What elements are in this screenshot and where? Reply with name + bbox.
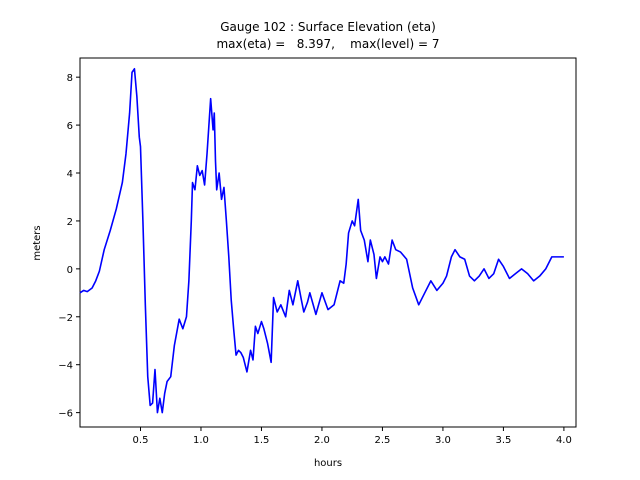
y-tick-label: −6 (58, 409, 73, 420)
x-tick-label: 2.0 (314, 435, 330, 446)
y-tick-label: 6 (67, 121, 73, 132)
x-tick-label: 0.5 (133, 435, 149, 446)
y-tick-label: −4 (58, 361, 73, 372)
y-tick-label: 2 (67, 217, 73, 228)
x-tick-label: 1.0 (193, 435, 209, 446)
y-tick-label: 4 (67, 169, 73, 180)
x-tick-label: 3.5 (495, 435, 511, 446)
x-tick-label: 2.5 (374, 435, 390, 446)
y-axis: −6 −4 −2 0 2 4 6 8 (58, 73, 80, 420)
y-tick-label: 8 (67, 73, 73, 84)
eta-series-line (79, 67, 564, 414)
y-axis-label: meters (32, 225, 43, 260)
plot-area-frame (79, 57, 577, 428)
x-axis: 0.5 1.0 1.5 2.0 2.5 3.0 3.5 4.0 (133, 427, 572, 446)
x-tick-label: 4.0 (556, 435, 572, 446)
chart-title: Gauge 102 : Surface Elevation (eta) (220, 20, 436, 34)
chart-subtitle: max(eta) = 8.397, max(level) = 7 (216, 37, 439, 51)
y-tick-label: 0 (67, 265, 73, 276)
x-axis-label: hours (314, 458, 342, 469)
y-tick-label: −2 (58, 313, 73, 324)
x-tick-label: 3.0 (435, 435, 451, 446)
x-tick-label: 1.5 (254, 435, 270, 446)
